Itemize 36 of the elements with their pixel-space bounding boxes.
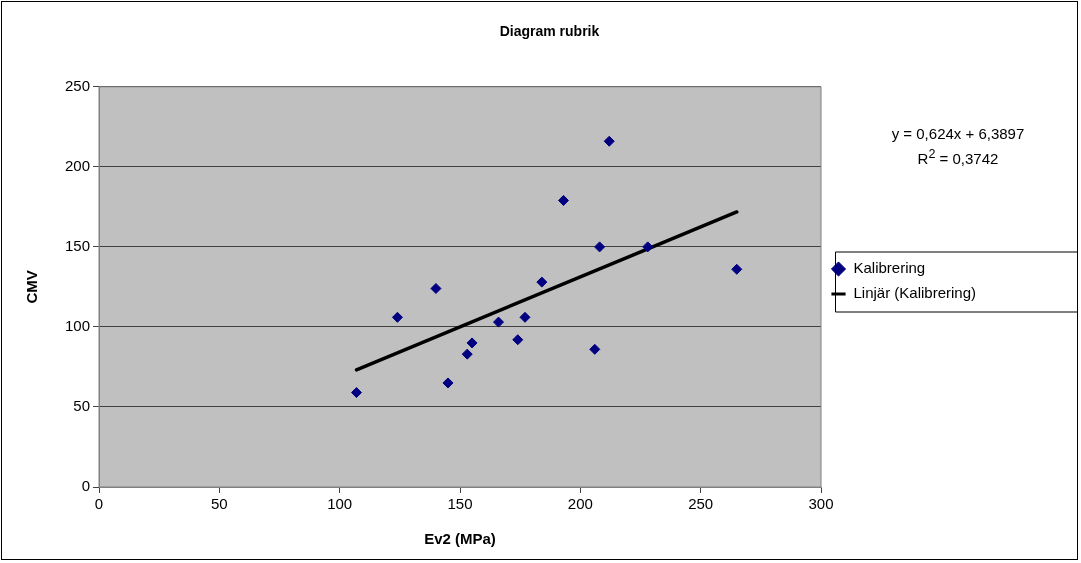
point [536, 276, 548, 288]
point [442, 377, 454, 389]
y-tick-label: 200 [65, 156, 91, 174]
point [519, 311, 531, 323]
x-tick-label: 250 [688, 495, 714, 513]
chart-title: Diagram rubrik [499, 23, 600, 40]
x-tick-label: 200 [567, 495, 593, 513]
y-tick-label: 50 [73, 397, 91, 415]
point [493, 316, 505, 328]
legend-label: Kalibrering [853, 259, 926, 277]
point [430, 283, 442, 294]
y-axis-title: CMV [23, 270, 41, 304]
point [589, 343, 601, 355]
text: R$^{2}$ = 0,3742 [916, 146, 1000, 169]
point [466, 337, 478, 349]
legend-label: Linjär (Kalibrering) [853, 284, 977, 302]
point [512, 334, 524, 346]
point [603, 135, 615, 147]
x-tick-label: 150 [447, 495, 473, 513]
point [642, 241, 654, 253]
point [461, 348, 473, 360]
point [391, 311, 403, 323]
y-tick-label: 100 [65, 317, 91, 335]
x-tick-label: 0 [94, 495, 104, 513]
y-tick-label: 0 [81, 477, 91, 495]
x-tick-label: 100 [327, 495, 353, 513]
text: y = 0,624x + 6,3897 [890, 124, 1026, 144]
y-tick-label: 150 [65, 237, 91, 255]
y-tick-label: 250 [65, 76, 91, 94]
point [594, 241, 606, 253]
point [731, 263, 743, 275]
x-axis-title: Ev2 (MPa) [424, 530, 496, 548]
x-tick-label: 300 [808, 495, 834, 513]
point [351, 387, 363, 399]
x-tick-label: 50 [211, 495, 228, 513]
point [558, 194, 569, 206]
